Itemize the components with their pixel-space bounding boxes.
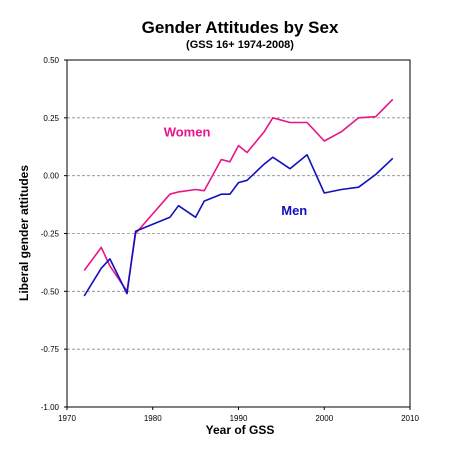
- y-tick-label: -0.50: [41, 287, 60, 296]
- gridlines: [67, 117, 410, 350]
- x-axis-label: Year of GSS: [206, 423, 275, 437]
- chart-subtitle: (GSS 16+ 1974-2008): [186, 39, 294, 51]
- y-axis-label: Liberal gender attitudes: [17, 165, 31, 301]
- x-tick-label: 1990: [230, 414, 248, 423]
- y-tick-label: -0.25: [41, 230, 60, 239]
- y-tick-label: -0.75: [41, 345, 60, 354]
- men-series-line: [83, 154, 394, 297]
- women-series-label: Women: [164, 124, 211, 139]
- series-lines: [83, 98, 394, 297]
- x-axis-ticks: 1970 1980 1990 2000 2010: [58, 407, 419, 423]
- y-tick-label: 0.25: [43, 114, 59, 123]
- x-tick-label: 1980: [144, 414, 162, 423]
- y-tick-label: 0.00: [43, 172, 59, 181]
- series-labels: Women Men: [164, 124, 308, 218]
- chart-title: Gender Attitudes by Sex: [142, 18, 339, 37]
- men-series-label: Men: [281, 203, 307, 218]
- y-tick-label: 0.50: [43, 56, 59, 65]
- y-tick-label: -1.00: [41, 403, 60, 412]
- y-axis-ticks: -1.00 -0.75 -0.50 -0.25 0.00 0.25 0.50: [41, 56, 67, 412]
- x-tick-label: 1970: [58, 414, 76, 423]
- x-tick-label: 2000: [315, 414, 333, 423]
- x-tick-label: 2010: [401, 414, 419, 423]
